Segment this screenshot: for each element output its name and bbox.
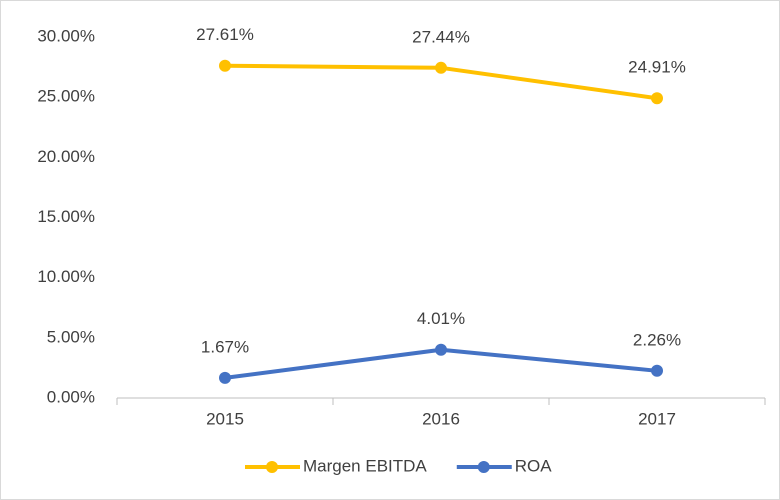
y-tick-label: 25.00% — [37, 87, 95, 106]
data-label: 1.67% — [201, 337, 249, 356]
data-label: 24.91% — [628, 58, 686, 77]
x-tick-label: 2016 — [422, 409, 460, 428]
data-point — [435, 61, 447, 74]
y-tick-label: 30.00% — [37, 26, 95, 45]
y-tick-label: 20.00% — [37, 147, 95, 166]
y-tick-label: 10.00% — [37, 267, 95, 286]
legend-label: ROA — [515, 456, 553, 475]
y-tick-label: 15.00% — [37, 207, 95, 226]
y-tick-label: 5.00% — [47, 327, 95, 346]
data-point — [219, 59, 231, 72]
data-point — [219, 371, 231, 384]
data-label: 2.26% — [633, 330, 681, 349]
data-label: 27.44% — [412, 27, 470, 46]
data-point — [435, 343, 447, 356]
y-tick-label: 0.00% — [47, 387, 95, 406]
data-label: 4.01% — [417, 309, 465, 328]
x-tick-label: 2015 — [206, 409, 244, 428]
legend-marker — [266, 461, 278, 473]
data-point — [651, 92, 663, 105]
data-label: 27.61% — [196, 25, 254, 44]
data-point — [651, 364, 663, 377]
legend-marker — [477, 461, 490, 473]
legend-label: Margen EBITDA — [303, 456, 427, 475]
x-tick-label: 2017 — [638, 409, 676, 428]
